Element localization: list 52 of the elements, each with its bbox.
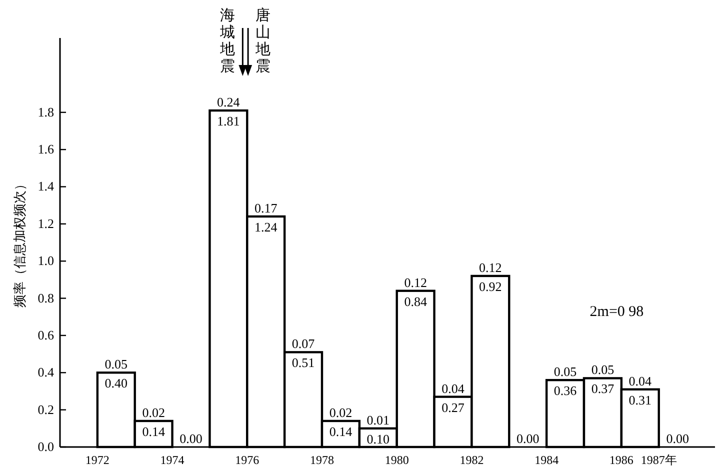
annotation: 0.02 bbox=[329, 404, 352, 420]
annotation: 0.12 bbox=[479, 260, 502, 275]
data-label: 0.84 bbox=[404, 294, 428, 309]
y-tick-label: 1.0 bbox=[38, 253, 54, 268]
annotation: 0.05 bbox=[554, 364, 577, 380]
annotation: 0.17 bbox=[254, 200, 278, 216]
data-label: 0.40 bbox=[104, 376, 128, 391]
y-tick-label: 0.2 bbox=[38, 402, 54, 417]
data-label: 0.51 bbox=[292, 355, 315, 370]
annotation: 0.04 bbox=[628, 373, 652, 388]
annotation: 0.05 bbox=[104, 356, 128, 372]
data-label: 0.00 bbox=[666, 431, 689, 446]
x-tick-label: 1980 bbox=[384, 453, 409, 467]
data-label: 0.37 bbox=[591, 381, 615, 396]
data-label: 0.14 bbox=[142, 424, 166, 439]
data-label: 0.10 bbox=[366, 431, 390, 446]
x-tick-label: 1982 bbox=[460, 453, 484, 467]
data-label: 0.36 bbox=[554, 383, 578, 398]
data-label: 0.00 bbox=[180, 431, 202, 446]
data-label: 0.31 bbox=[628, 392, 652, 408]
annotation: 0.04 bbox=[442, 380, 465, 396]
x-tick-label: 1974 bbox=[160, 453, 184, 467]
x-tick-label: 1987年 bbox=[640, 453, 677, 467]
x-tick-label: 1978 bbox=[310, 453, 334, 467]
x-tick-label: 1984 bbox=[534, 453, 559, 467]
data-label: 1.24 bbox=[254, 219, 278, 234]
y-tick-label: 0.4 bbox=[38, 364, 54, 380]
x-tick-label: 1986 bbox=[609, 453, 634, 467]
annotation: 0.01 bbox=[366, 412, 390, 428]
annotation: 0.07 bbox=[292, 336, 316, 352]
y-tick-label: 1.6 bbox=[38, 142, 54, 157]
y-axis-title: 频率（信息加权频次） bbox=[12, 178, 27, 308]
annotation: 0.05 bbox=[591, 362, 614, 378]
y-tick-label: 1.8 bbox=[38, 104, 54, 120]
data-label: 0.00 bbox=[516, 431, 540, 446]
annotation: 海城地震 bbox=[219, 7, 236, 75]
annotation: 2m=0 98 bbox=[590, 304, 644, 320]
annotation: 0.24 bbox=[217, 94, 240, 110]
y-tick-label: 0.0 bbox=[38, 439, 54, 454]
y-tick-label: 1.2 bbox=[38, 216, 54, 231]
data-label: 1.81 bbox=[217, 114, 240, 129]
annotation: 0.02 bbox=[142, 404, 165, 420]
data-label: 0.27 bbox=[442, 400, 465, 415]
y-tick-label: 0.6 bbox=[38, 327, 54, 342]
y-tick-label: 0.8 bbox=[38, 290, 54, 306]
annotation: 0.12 bbox=[404, 274, 427, 290]
x-tick-label: 1972 bbox=[85, 453, 110, 467]
x-tick-label: 1976 bbox=[235, 453, 260, 467]
annotation: 唐山地震 bbox=[254, 7, 271, 75]
y-tick-label: 1.4 bbox=[38, 178, 54, 194]
data-label: 0.14 bbox=[329, 424, 353, 439]
data-label: 0.92 bbox=[479, 278, 502, 294]
